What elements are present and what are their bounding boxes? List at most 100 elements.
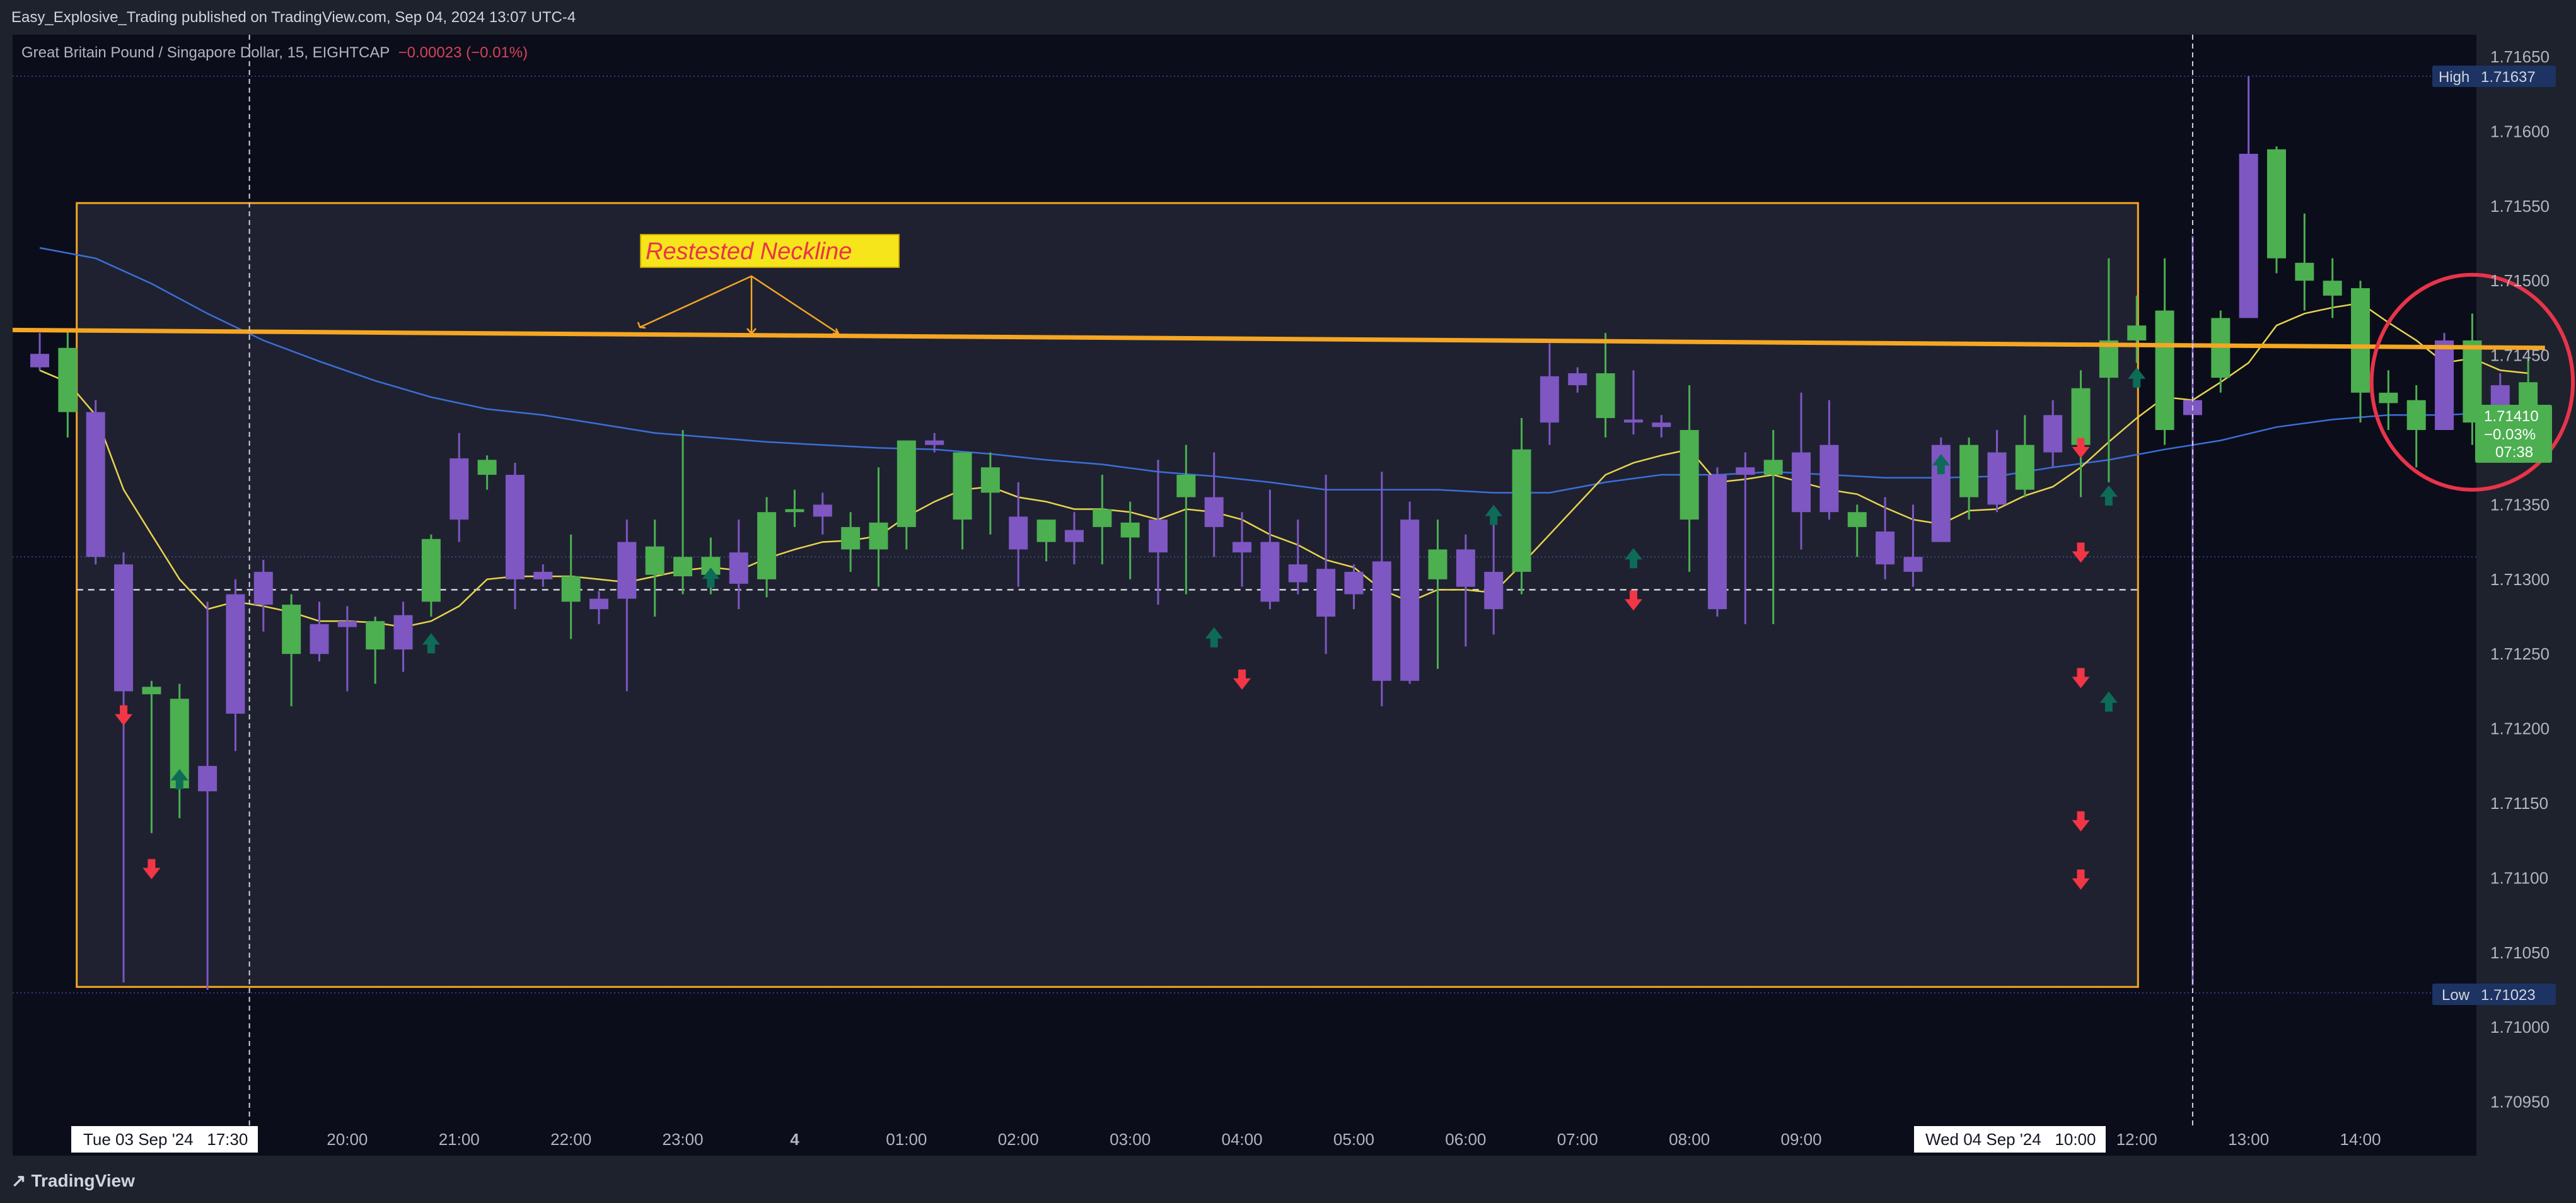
candle-body [1204,497,1224,527]
candle [1847,504,1867,557]
candle-body [310,624,329,654]
candle [813,492,832,535]
candle [1623,370,1643,435]
candle [1903,504,1923,587]
candle [1400,501,1420,684]
candle [1204,452,1224,557]
candle-body [645,546,664,575]
candle-body [2323,281,2342,296]
candle-body [253,571,273,605]
candle-body [30,354,49,368]
low-tag [2432,984,2556,1005]
candle-body [617,542,637,599]
candle [673,430,693,595]
symbol-legend[interactable]: Great Britain Pound / Singapore Dollar, … [21,44,528,62]
candle [1120,501,1140,579]
crosshair-time-right: Wed 04 Sep '24 10:00 [1925,1130,2096,1149]
candle [1344,564,1364,610]
candle-body [1149,520,1168,553]
bar-countdown: 07:38 [2495,444,2533,461]
candle [785,489,804,527]
candle [1149,460,1168,605]
candle [1876,497,1895,579]
candle-body [1623,419,1643,423]
candle-body [1372,561,1391,681]
low-tag-value: 1.71023 [2481,987,2536,1004]
candle [1093,475,1112,565]
signal-up-arrow [702,567,720,588]
high-tag-label: High [2439,69,2469,86]
candle-body [1568,373,1587,385]
time-tick: 01:00 [886,1130,927,1149]
neckline-line [12,327,2545,351]
price-tick: 1.71000 [2490,1018,2550,1037]
candle-body [2239,153,2258,318]
candle-body [1680,430,1699,520]
price-axis[interactable]: 1.716501.716001.715501.715001.714501.714… [2490,47,2550,1112]
price-tick: 1.71050 [2490,943,2550,962]
candle [1316,475,1336,654]
candle-body [785,509,804,513]
candle-body [1233,542,1252,553]
time-tick: 4 [790,1130,799,1149]
candle-body [393,615,413,650]
annotation-box[interactable] [640,234,900,268]
price-tick: 1.71150 [2490,794,2548,813]
annotation[interactable]: Restested Neckline [637,234,900,335]
signal-up-arrow [1485,504,1503,525]
candle-body [1512,449,1531,572]
candle [1680,385,1699,572]
time-tick: 13:00 [2228,1130,2269,1149]
candle [1736,452,1755,624]
price-tick: 1.71650 [2490,47,2550,66]
candle-body [1009,516,1028,550]
candle-body [2379,392,2398,404]
price-tick: 1.71500 [2490,271,2550,290]
candle [2127,295,2147,363]
candle [953,452,972,550]
candle [2239,76,2258,318]
candle [1596,333,1615,438]
candle [617,520,637,692]
candle-body [282,605,301,654]
price-tick: 1.71350 [2490,495,2550,514]
candle-body [2267,149,2286,259]
candle [282,594,301,707]
candle-body [1708,475,1727,610]
consolidation-box[interactable] [76,202,2139,988]
candle [198,602,218,990]
highlight-circle[interactable] [2369,272,2575,492]
signal-down-arrow [2072,542,2090,563]
price-tick: 1.71200 [2490,719,2550,738]
candle [1512,418,1531,595]
candle-body [841,526,861,550]
candle-body [533,571,553,579]
tradingview-brand[interactable]: ↗ TradingView [11,1170,135,1191]
candle [1652,415,1671,438]
candle-body [1540,376,1559,423]
neckline[interactable] [12,327,2545,351]
candle-body [1652,422,1671,427]
candle-body [1344,571,1364,595]
signal-up-arrow [2128,367,2146,388]
candle-body [1484,571,1504,610]
price-tick: 1.71100 [2490,868,2548,887]
candle-body [1428,549,1448,579]
time-tick: 23:00 [663,1130,704,1149]
candle [450,433,469,542]
signal-up-arrow [1932,454,1950,475]
candle-body [2435,340,2454,430]
candle [1260,489,1280,610]
candle-body [1819,445,1839,513]
candle [505,463,525,610]
candle [2015,415,2034,497]
candle [86,400,105,565]
candle-body [1596,373,1615,419]
signal-down-arrow [2072,438,2090,458]
candle-body [1456,549,1475,587]
candle-body [142,687,161,695]
candle [477,455,497,490]
candle [2406,385,2426,468]
time-tick: 03:00 [1110,1130,1151,1149]
